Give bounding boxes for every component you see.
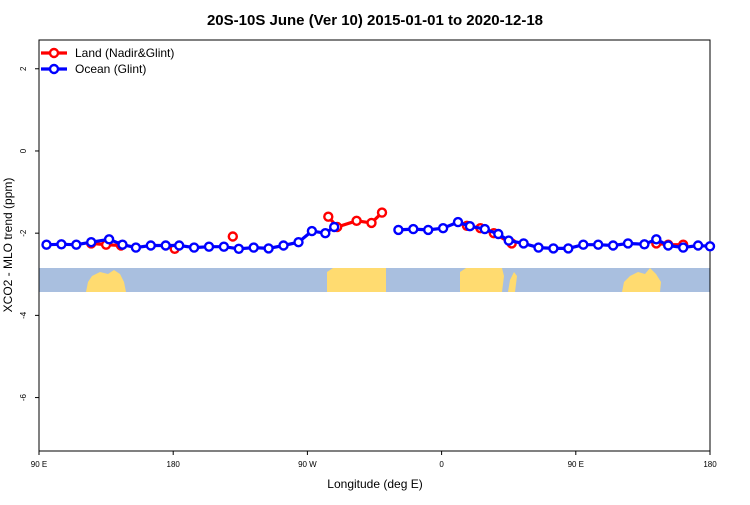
series-ocean-point bbox=[452, 216, 464, 228]
legend-marker-land bbox=[48, 47, 60, 59]
series-ocean-point bbox=[651, 234, 662, 245]
x-tick-label: 90 W bbox=[298, 460, 317, 469]
y-tick-label: -2 bbox=[19, 229, 28, 237]
series-ocean-point bbox=[248, 242, 259, 253]
series-ocean-point bbox=[622, 238, 634, 249]
series-ocean-point bbox=[71, 239, 82, 250]
series-ocean-point bbox=[117, 239, 128, 250]
series-ocean-point bbox=[218, 241, 230, 252]
series-layer bbox=[41, 207, 716, 255]
x-tick-label: 90 E bbox=[31, 460, 47, 469]
series-ocean-point bbox=[663, 240, 674, 251]
series-ocean-point bbox=[293, 236, 304, 248]
series-ocean-point bbox=[263, 243, 274, 254]
map-land-south-america bbox=[327, 268, 386, 292]
x-ticks: 90 E 180 90 W 0 90 E 180 bbox=[31, 451, 717, 469]
series-ocean-point bbox=[145, 240, 157, 251]
series-ocean-point bbox=[393, 224, 404, 236]
series-ocean-point bbox=[692, 240, 704, 251]
map-land-africa bbox=[460, 268, 504, 292]
series-ocean-point bbox=[533, 242, 544, 253]
map-land-madagascar bbox=[508, 272, 517, 292]
series-ocean-point bbox=[518, 238, 529, 249]
map-land-australia-east bbox=[622, 268, 661, 292]
series-ocean-point bbox=[160, 240, 171, 251]
series-ocean-point bbox=[479, 223, 490, 235]
legend-marker-ocean bbox=[48, 63, 60, 75]
y-tick-label: -6 bbox=[19, 393, 28, 401]
series-ocean-point bbox=[306, 225, 318, 237]
map-strip bbox=[39, 268, 710, 292]
series-ocean-point bbox=[464, 220, 476, 232]
series-ocean-point bbox=[278, 240, 289, 251]
x-tick-label: 0 bbox=[439, 460, 444, 469]
legend: Land (Nadir&Glint) Ocean (Glint) bbox=[41, 46, 174, 76]
series-ocean-point bbox=[639, 239, 650, 250]
series-ocean-point bbox=[578, 239, 589, 250]
series-land-point bbox=[351, 215, 362, 227]
series-ocean-point bbox=[493, 228, 504, 240]
series-ocean-point bbox=[203, 241, 215, 252]
x-tick-label: 180 bbox=[703, 460, 717, 469]
x-tick-label: 180 bbox=[167, 460, 181, 469]
series-ocean-point bbox=[563, 243, 574, 254]
series-ocean-point bbox=[233, 243, 245, 255]
series-ocean-point bbox=[56, 239, 67, 250]
y-tick-label: 2 bbox=[19, 66, 28, 71]
series-ocean-point bbox=[41, 239, 52, 250]
chart-title: 20S-10S June (Ver 10) 2015-01-01 to 2020… bbox=[207, 12, 543, 29]
legend-label-ocean: Ocean (Glint) bbox=[75, 62, 146, 76]
x-axis-label: Longitude (deg E) bbox=[327, 477, 422, 491]
series-ocean-point bbox=[678, 242, 689, 253]
series-land-point bbox=[366, 217, 377, 229]
series-ocean-point bbox=[704, 241, 716, 252]
series-ocean-point bbox=[607, 240, 619, 251]
series-ocean-point bbox=[593, 239, 604, 250]
y-axis-label: XCO2 - MLO trend (ppm) bbox=[1, 178, 15, 313]
series-ocean-point bbox=[408, 223, 419, 235]
series-ocean-point bbox=[173, 240, 185, 251]
map-land-australia-west bbox=[86, 270, 126, 292]
series-land-point bbox=[376, 207, 388, 218]
series-ocean-point bbox=[329, 221, 340, 233]
series-ocean-point bbox=[130, 242, 142, 253]
series-ocean-point bbox=[437, 222, 449, 234]
series-ocean-point bbox=[503, 235, 514, 246]
series-land-point bbox=[323, 211, 334, 222]
series-ocean-point bbox=[188, 242, 200, 253]
series-ocean-point bbox=[548, 243, 559, 254]
y-ticks: 2 0 -2 -4 -6 bbox=[19, 66, 39, 401]
series-ocean-point bbox=[320, 227, 331, 239]
series-ocean-point bbox=[103, 234, 115, 245]
legend-label-land: Land (Nadir&Glint) bbox=[75, 46, 174, 60]
y-tick-label: 0 bbox=[19, 148, 28, 153]
x-tick-label: 90 E bbox=[568, 460, 584, 469]
series-land-point bbox=[227, 231, 239, 242]
y-tick-label: -4 bbox=[19, 311, 28, 319]
series-ocean-point bbox=[85, 236, 97, 248]
series-ocean-point bbox=[423, 224, 434, 236]
